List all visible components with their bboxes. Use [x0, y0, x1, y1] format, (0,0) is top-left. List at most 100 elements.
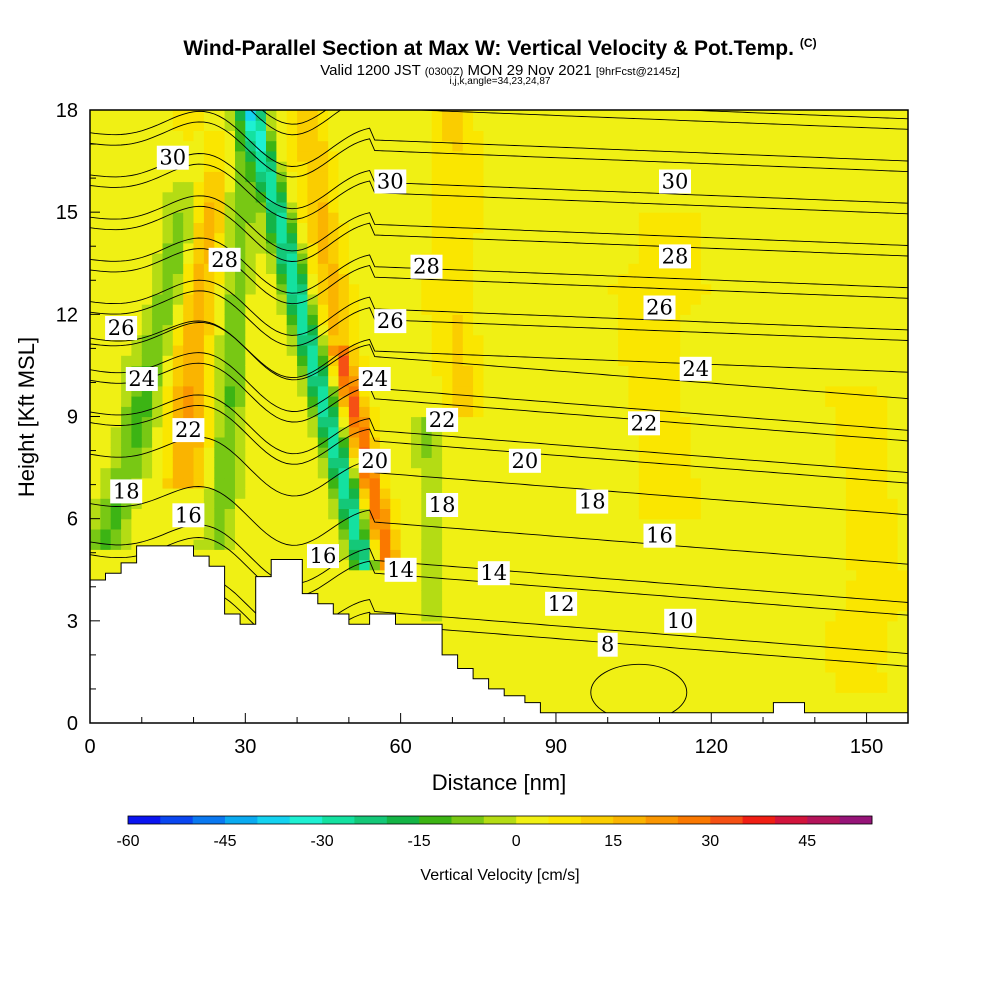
- velocity-cell: [359, 293, 371, 305]
- velocity-cell: [307, 488, 319, 499]
- velocity-cell: [597, 457, 609, 469]
- velocity-cell: [203, 273, 215, 285]
- velocity-cell: [235, 293, 246, 305]
- velocity-cell: [845, 212, 857, 223]
- velocity-cell: [328, 436, 340, 448]
- velocity-cell: [224, 457, 236, 469]
- velocity-cell: [255, 539, 267, 550]
- velocity-cell: [825, 569, 837, 581]
- velocity-cell: [100, 161, 112, 172]
- velocity-cell: [431, 334, 443, 346]
- velocity-cell: [90, 181, 101, 193]
- velocity-cell: [597, 508, 609, 520]
- velocity-cell: [545, 314, 557, 326]
- velocity-cell: [628, 682, 640, 693]
- velocity-cell: [297, 477, 309, 489]
- velocity-cell: [452, 324, 464, 336]
- velocity-cell: [276, 436, 288, 448]
- velocity-cell: [245, 253, 257, 264]
- velocity-cell: [721, 508, 733, 520]
- velocity-cell: [587, 293, 598, 305]
- colorbar-tick-label: 15: [604, 833, 622, 850]
- velocity-cell: [897, 263, 908, 274]
- velocity-cell: [897, 130, 908, 142]
- velocity-cell: [473, 518, 485, 530]
- velocity-cell: [721, 671, 733, 683]
- velocity-cell: [856, 201, 868, 213]
- velocity-cell: [638, 263, 650, 274]
- velocity-cell: [121, 304, 133, 315]
- velocity-cell: [266, 293, 277, 305]
- velocity-cell: [680, 120, 692, 131]
- velocity-cell: [690, 150, 702, 162]
- velocity-cell: [690, 651, 702, 663]
- velocity-cell: [348, 191, 360, 203]
- velocity-cell: [442, 518, 454, 530]
- velocity-cell: [193, 447, 205, 458]
- velocity-cell: [680, 661, 692, 673]
- velocity-cell: [545, 508, 557, 520]
- velocity-cell: [555, 549, 567, 561]
- velocity-cell: [856, 610, 868, 622]
- velocity-cell: [183, 345, 195, 356]
- velocity-cell: [618, 631, 630, 642]
- velocity-cell: [524, 283, 536, 295]
- velocity-cell: [752, 631, 764, 642]
- velocity-cell: [379, 222, 391, 234]
- velocity-cell: [452, 610, 464, 622]
- velocity-cell: [152, 222, 164, 234]
- velocity-cell: [845, 396, 857, 407]
- velocity-cell: [628, 385, 640, 397]
- contour-label: 16: [172, 503, 205, 528]
- velocity-cell: [835, 171, 847, 183]
- velocity-cell: [235, 580, 246, 591]
- velocity-cell: [203, 508, 215, 520]
- velocity-cell: [690, 518, 702, 530]
- velocity-cell: [235, 140, 246, 152]
- velocity-cell: [504, 528, 516, 540]
- velocity-cell: [131, 212, 143, 223]
- contour-label-text: 26: [377, 309, 404, 333]
- velocity-cell: [493, 416, 505, 428]
- velocity-cell: [752, 355, 764, 366]
- velocity-cell: [576, 314, 588, 326]
- velocity-cell: [804, 222, 816, 234]
- velocity-cell: [545, 692, 557, 704]
- velocity-cell: [235, 324, 246, 336]
- velocity-cell: [866, 518, 878, 530]
- velocity-cell: [473, 436, 485, 448]
- velocity-cell: [576, 110, 588, 121]
- contour-label: 28: [208, 248, 241, 272]
- velocity-cell: [566, 641, 578, 653]
- velocity-cell: [794, 161, 806, 172]
- velocity-cell: [307, 457, 319, 469]
- velocity-cell: [255, 242, 267, 254]
- velocity-cell: [742, 324, 754, 336]
- velocity-cell: [317, 508, 329, 520]
- velocity-cell: [100, 518, 112, 530]
- velocity-cell: [100, 345, 112, 356]
- velocity-cell: [348, 120, 360, 131]
- velocity-cell: [400, 253, 412, 264]
- velocity-cell: [711, 150, 723, 162]
- velocity-cell: [659, 191, 671, 203]
- velocity-cell: [721, 528, 733, 540]
- velocity-cell: [255, 436, 267, 448]
- velocity-cell: [835, 682, 847, 693]
- velocity-cell: [462, 304, 474, 315]
- colorbar-swatch: [677, 816, 711, 824]
- velocity-cell: [876, 600, 888, 612]
- velocity-cell: [763, 682, 774, 693]
- velocity-cell: [804, 559, 816, 571]
- velocity-cell: [732, 447, 743, 458]
- velocity-cell: [100, 508, 112, 520]
- velocity-cell: [338, 477, 350, 489]
- velocity-cell: [317, 375, 329, 387]
- velocity-cell: [307, 508, 319, 520]
- velocity-cell: [638, 222, 650, 234]
- velocity-cell: [483, 539, 495, 550]
- velocity-cell: [504, 375, 516, 387]
- velocity-cell: [131, 140, 143, 152]
- velocity-cell: [317, 345, 329, 356]
- velocity-cell: [338, 539, 350, 550]
